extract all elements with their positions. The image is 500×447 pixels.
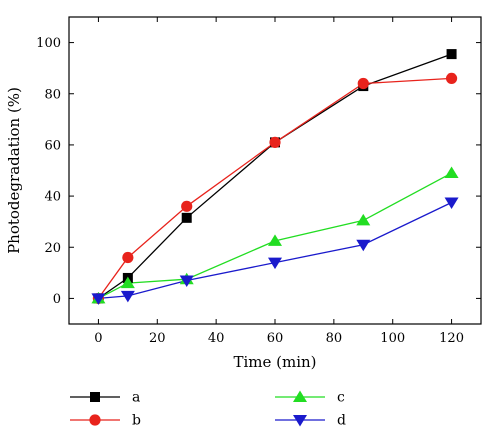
data-point-b [122, 251, 134, 264]
x-tick-label: 60 [267, 331, 284, 346]
y-tick-label: 20 [44, 241, 61, 256]
x-tick-label: 20 [149, 331, 166, 346]
data-point-d [179, 275, 194, 288]
data-point-d [444, 197, 459, 209]
data-point-d [120, 290, 135, 303]
data-point-b [269, 136, 281, 148]
data-point-c [268, 234, 282, 246]
data-point-d [268, 257, 282, 270]
series-line-d [98, 201, 452, 300]
data-point-c [120, 276, 135, 289]
data-point-d [91, 293, 106, 305]
legend-marker [89, 414, 101, 426]
x-tick-label: 100 [380, 331, 405, 346]
y-tick-label: 60 [44, 138, 61, 153]
legend-marker [293, 390, 307, 402]
legend-marker [293, 415, 307, 427]
legend-item-c: c [275, 390, 345, 406]
legend-item-a: a [70, 390, 140, 406]
legend: ab cd [70, 390, 346, 429]
legend-marker [90, 392, 100, 402]
x-tick-label: 120 [439, 331, 464, 346]
data-point-a [446, 49, 457, 60]
data-point-c [444, 166, 459, 179]
y-tick-label: 100 [36, 36, 61, 51]
data-point-a [181, 212, 192, 223]
x-tick-label: 40 [208, 331, 225, 346]
series-markers [91, 49, 459, 305]
x-tick-label: 0 [94, 331, 102, 346]
axis-ticks: 0 20 40 60 80 100 120 0 20 40 60 80 100 [36, 17, 481, 346]
x-tick-label: 80 [326, 331, 343, 346]
data-point-b [445, 72, 458, 84]
data-point-b [357, 77, 369, 90]
y-tick-label: 0 [53, 292, 61, 307]
legend-label: d [337, 413, 346, 429]
legend-label: a [132, 390, 140, 406]
legend-item-b: b [70, 413, 141, 429]
y-tick-label: 40 [44, 190, 61, 205]
legend-label: c [337, 390, 345, 406]
data-point-c [356, 213, 371, 226]
legend-item-d: d [275, 413, 346, 429]
x-axis-label: Time (min) [233, 353, 316, 371]
data-point-d [356, 239, 371, 252]
data-point-b [181, 200, 193, 212]
legend-label: b [132, 413, 141, 429]
series-line-b [97, 77, 452, 299]
y-axis-label: Photodegradation (%) [5, 87, 23, 254]
y-tick-label: 80 [44, 87, 61, 102]
